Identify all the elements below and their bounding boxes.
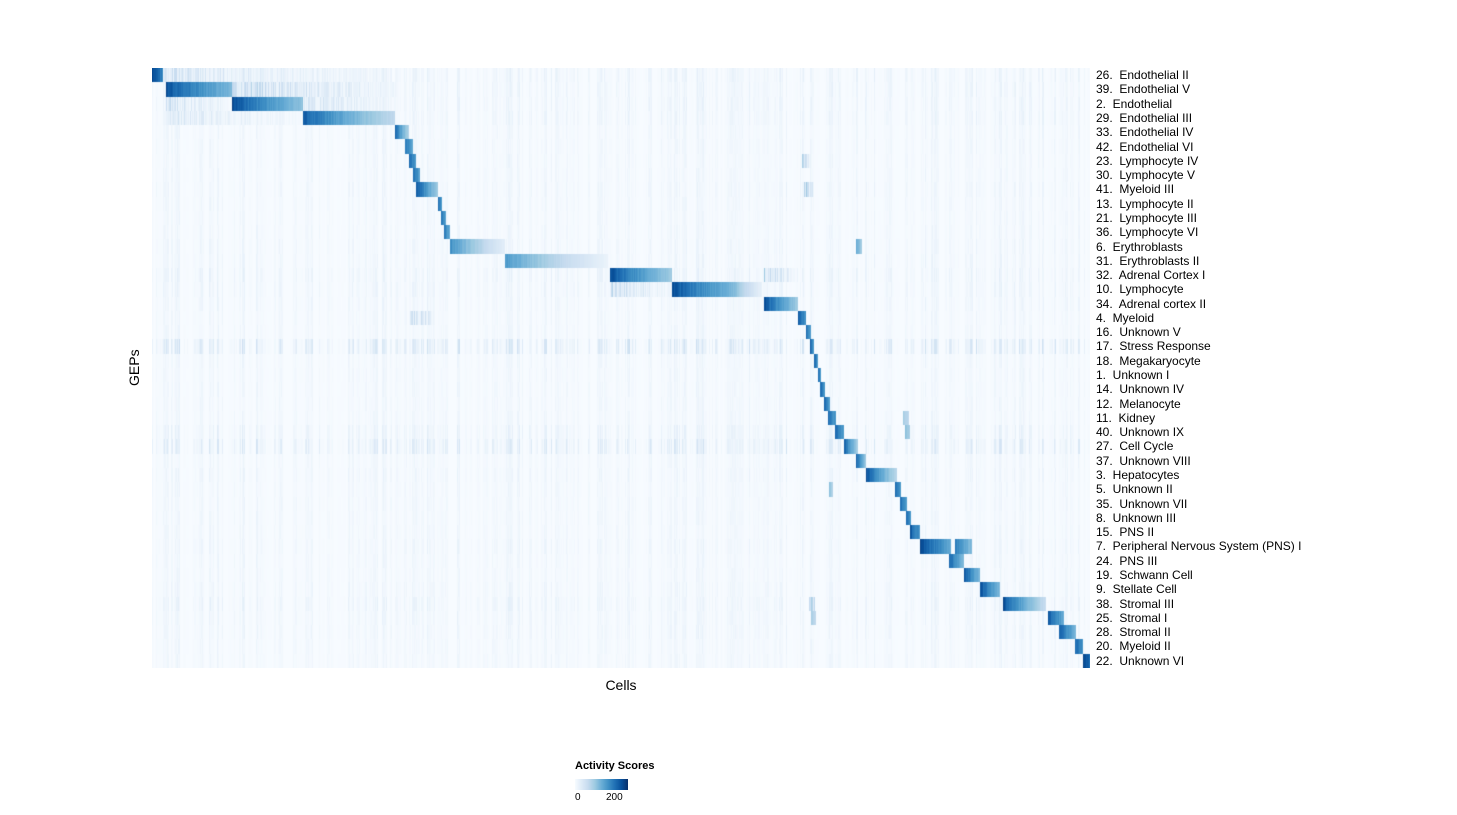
gep-row-label: 30. Lymphocyte V: [1096, 168, 1195, 183]
gep-row-label: 16. Unknown V: [1096, 325, 1181, 340]
gep-row-label: 15. PNS II: [1096, 525, 1155, 540]
gep-row-label: 33. Endothelial IV: [1096, 125, 1194, 140]
gep-row-label: 37. Unknown VIII: [1096, 453, 1191, 468]
y-axis-label: GEPs: [126, 349, 142, 387]
gep-row-label: 26. Endothelial II: [1096, 68, 1189, 83]
legend-title: Activity Scores: [575, 760, 655, 772]
heatmap-canvas: [152, 68, 1090, 668]
x-axis-label: Cells: [605, 677, 637, 693]
gep-row-label: 14. Unknown IV: [1096, 382, 1185, 397]
gep-row-label: 32. Adrenal Cortex I: [1096, 268, 1206, 283]
gep-row-label: 36. Lymphocyte VI: [1096, 225, 1199, 240]
gep-row-label: 20. Myeloid II: [1096, 639, 1171, 654]
gep-row-label: 38. Stromal III: [1096, 596, 1175, 611]
gep-row-label: 25. Stromal I: [1096, 610, 1168, 625]
gep-row-label: 42. Endothelial VI: [1096, 139, 1194, 154]
gep-row-label: 13. Lymphocyte II: [1096, 196, 1194, 211]
gep-row-label: 9. Stellate Cell: [1096, 582, 1177, 597]
gep-row-label: 27. Cell Cycle: [1096, 439, 1174, 454]
gep-row-label: 2. Endothelial: [1096, 96, 1173, 111]
gep-row-label: 11. Kidney: [1096, 410, 1156, 425]
gep-row-label: 23. Lymphocyte IV: [1096, 153, 1199, 168]
gep-row-label: 6. Erythroblasts: [1096, 239, 1183, 254]
gep-row-label: 29. Endothelial III: [1096, 110, 1193, 125]
gep-row-label: 34. Adrenal cortex II: [1096, 296, 1207, 311]
gep-row-label: 18. Megakaryocyte: [1096, 353, 1201, 368]
gep-row-label: 22. Unknown VI: [1096, 653, 1185, 668]
gep-row-label: 24. PNS III: [1096, 553, 1158, 568]
colorbar-min-tick: 0: [575, 792, 581, 803]
gep-row-label: 40. Unknown IX: [1096, 425, 1185, 440]
colorbar-gradient: [575, 779, 628, 790]
gep-row-label: 41. Myeloid III: [1096, 182, 1175, 197]
gep-row-label: 12. Melanocyte: [1096, 396, 1181, 411]
gep-row-labels: 26. Endothelial II 39. Endothelial V 2. En…: [1096, 68, 1456, 668]
gep-row-label: 3. Hepatocytes: [1096, 468, 1180, 483]
gep-row-label: 35. Unknown VII: [1096, 496, 1188, 511]
gep-row-label: 28. Stromal II: [1096, 625, 1171, 640]
gep-row-label: 17. Stress Response: [1096, 339, 1211, 354]
gep-row-label: 21. Lymphocyte III: [1096, 210, 1197, 225]
gep-row-label: 8. Unknown III: [1096, 510, 1177, 525]
gep-row-label: 7. Peripheral Nervous System (PNS) I: [1096, 539, 1302, 554]
gep-row-label: 5. Unknown II: [1096, 482, 1173, 497]
gep-row-label: 1. Unknown I: [1096, 368, 1170, 383]
colorbar-max-tick: 200: [606, 792, 623, 803]
gep-row-label: 39. Endothelial V: [1096, 82, 1191, 97]
gep-row-label: 19. Schwann Cell: [1096, 567, 1193, 582]
colorbar-legend: Activity Scores 0 200: [575, 760, 695, 806]
gep-row-label: 31. Erythroblasts II: [1096, 253, 1200, 268]
gep-row-label: 10. Lymphocyte: [1096, 282, 1184, 297]
gep-row-label: 4. Myeloid: [1096, 310, 1155, 325]
colorbar-ticks: 0 200: [575, 792, 628, 806]
